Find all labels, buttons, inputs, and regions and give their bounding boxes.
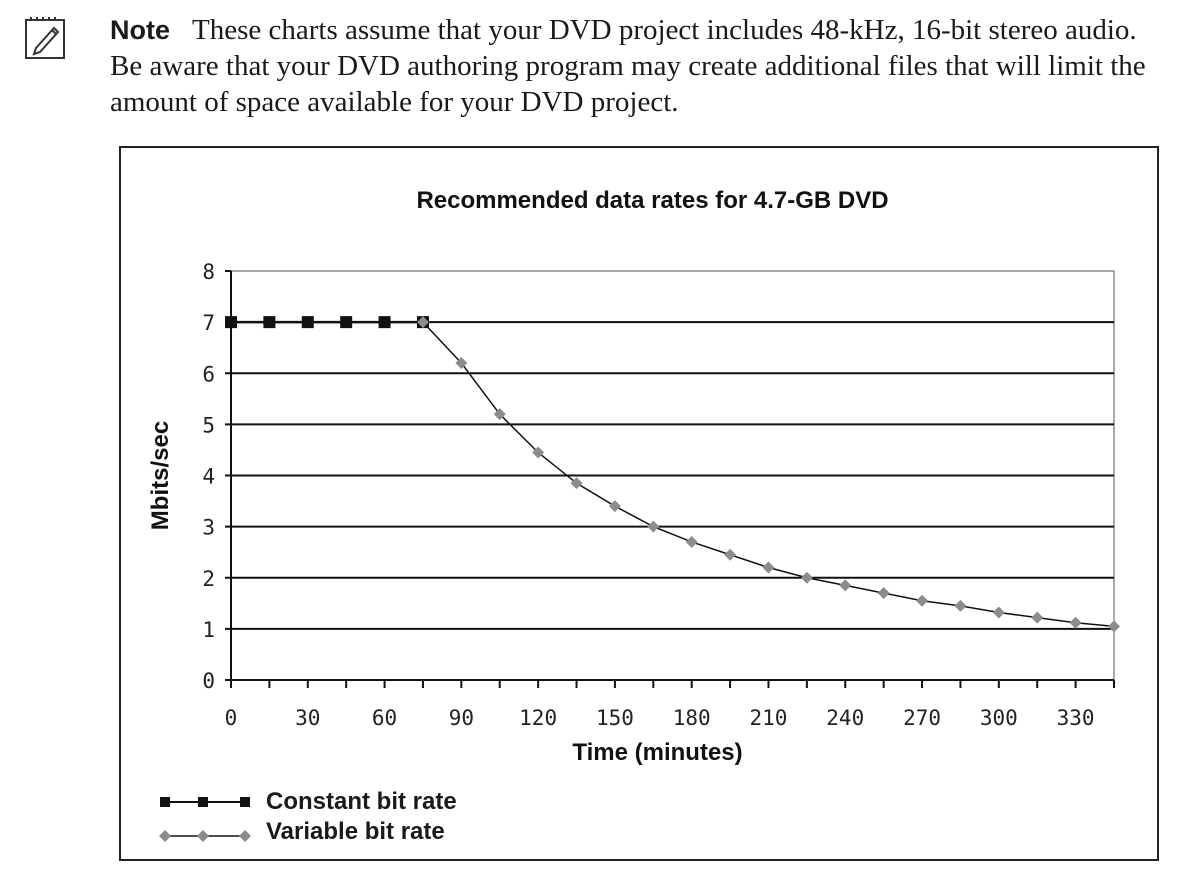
x-tick-label: 90 <box>449 706 474 730</box>
x-tick-label: 270 <box>903 706 941 730</box>
data-point-constant <box>378 316 391 329</box>
data-point-variable <box>992 606 1005 619</box>
data-point-constant <box>225 316 237 329</box>
y-axis-label: Mbits/sec <box>147 421 174 530</box>
data-point-variable <box>532 446 545 459</box>
data-point-variable <box>724 548 737 561</box>
legend-swatch-variable <box>159 830 251 842</box>
data-point-variable <box>839 579 852 592</box>
data-point-variable <box>800 571 813 584</box>
data-point-variable <box>1069 616 1082 629</box>
note-text: These charts assume that your DVD projec… <box>110 14 1146 118</box>
series-line-variable <box>422 321 1115 628</box>
x-tick-label: 0 <box>225 706 238 730</box>
x-tick-label: 210 <box>750 706 788 730</box>
data-point-variable <box>916 594 929 607</box>
chart-title: Recommended data rates for 4.7-GB DVD <box>416 187 888 214</box>
y-tick-label: 5 <box>202 413 215 437</box>
chart-legend: Constant bit rate Variable bit rate <box>158 787 457 847</box>
legend-swatch-constant <box>160 797 250 807</box>
x-tick-label: 120 <box>519 706 557 730</box>
legend-label-constant: Constant bit rate <box>266 788 457 815</box>
legend-item-constant: Constant bit rate <box>158 787 457 817</box>
y-tick-label: 4 <box>202 465 215 489</box>
x-tick-label: 30 <box>295 706 320 730</box>
y-tick-label: 6 <box>202 362 215 386</box>
data-point-variable <box>1108 620 1120 633</box>
x-tick-label: 60 <box>372 706 397 730</box>
chart-frame: Recommended data rates for 4.7-GB DVD 0 1 2… <box>119 146 1159 861</box>
data-point-variable <box>493 408 506 421</box>
legend-label-variable: Variable bit rate <box>266 818 445 845</box>
data-point-variable <box>685 535 698 548</box>
x-tick-label: 330 <box>1057 706 1095 730</box>
x-tick-label: 150 <box>596 706 634 730</box>
line-chart: Recommended data rates for 4.7-GB DVD012… <box>147 187 1120 766</box>
y-tick-label: 1 <box>202 618 215 642</box>
data-point-variable <box>570 477 583 490</box>
note-label: Note <box>110 15 170 45</box>
x-axis-label: Time (minutes) <box>572 739 742 766</box>
data-point-constant <box>340 316 353 329</box>
data-point-variable <box>1031 611 1044 624</box>
legend-item-variable: Variable bit rate <box>158 817 457 847</box>
x-tick-label: 240 <box>826 706 864 730</box>
y-tick-label: 3 <box>202 516 215 540</box>
note-paragraph: Note These charts assume that your DVD pr… <box>110 12 1170 120</box>
data-point-variable <box>762 561 775 574</box>
data-point-variable <box>877 587 890 600</box>
y-tick-label: 7 <box>202 311 215 335</box>
x-tick-label: 180 <box>673 706 711 730</box>
data-point-variable <box>954 599 967 612</box>
x-tick-label: 300 <box>980 706 1018 730</box>
y-tick-label: 0 <box>202 669 215 693</box>
data-point-constant <box>301 316 314 329</box>
notepad-pencil-icon <box>25 17 65 59</box>
data-point-variable <box>608 500 621 513</box>
data-point-variable <box>416 316 429 329</box>
data-point-constant <box>263 316 276 329</box>
y-tick-label: 2 <box>202 567 215 591</box>
data-point-variable <box>647 520 660 533</box>
data-point-variable <box>455 357 468 370</box>
y-tick-label: 8 <box>202 260 215 284</box>
